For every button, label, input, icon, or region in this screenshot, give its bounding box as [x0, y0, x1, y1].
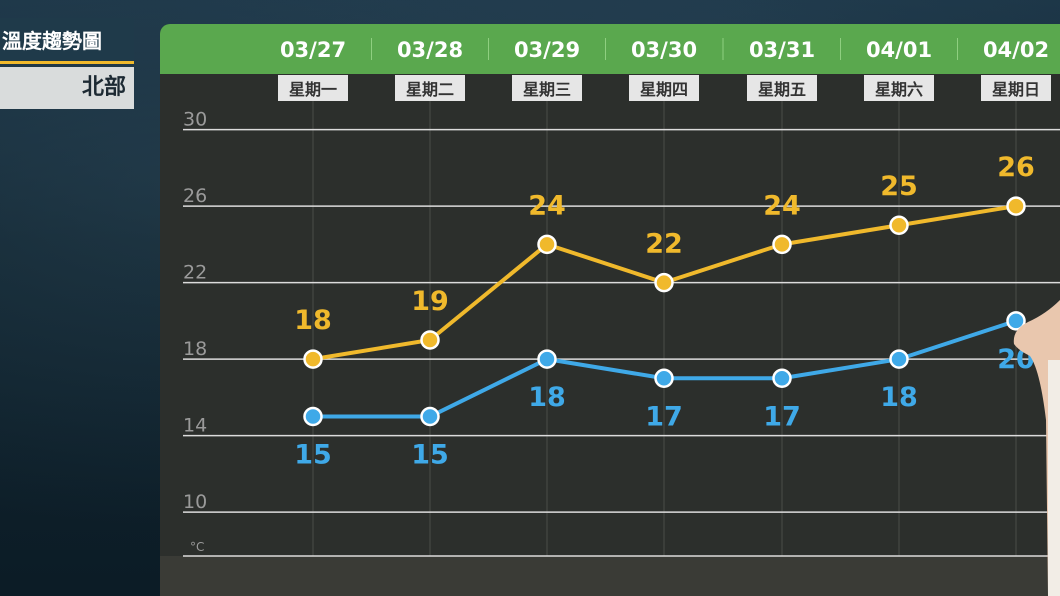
- high-data-label: 24: [763, 190, 801, 221]
- high-point: [772, 234, 792, 255]
- weekday-label: 星期六: [875, 80, 923, 99]
- high-data-label: 25: [880, 171, 918, 202]
- date-label: 03/27: [280, 38, 346, 62]
- weekday-badge: [512, 75, 582, 101]
- low-point: [772, 368, 792, 389]
- weekday-badge: [747, 75, 817, 101]
- low-point: [537, 349, 557, 369]
- weekday-badge: [629, 75, 699, 101]
- low-point: [654, 368, 674, 389]
- weekday-label: 星期二: [406, 80, 454, 99]
- date-label: 03/30: [631, 38, 697, 62]
- high-data-label: 24: [528, 190, 566, 221]
- weekday-label: 星期一: [289, 80, 337, 99]
- weekday-label: 星期三: [523, 80, 571, 99]
- chart-panel: [160, 24, 1060, 596]
- y-tick-label: 14: [183, 415, 207, 437]
- weekday-badge: [864, 75, 934, 101]
- title-box: 溫度趨勢圖 北部: [0, 18, 134, 110]
- low-data-label: 17: [763, 401, 801, 432]
- low-data-label: 15: [411, 440, 449, 471]
- high-point: [889, 215, 909, 235]
- date-header-bar: [160, 24, 1060, 74]
- y-unit-label: °C: [190, 540, 204, 554]
- high-data-label: 26: [997, 152, 1035, 183]
- y-tick-label: 10: [183, 491, 207, 513]
- low-point: [420, 406, 440, 427]
- chart-footer-band: [160, 556, 1060, 596]
- weekday-badge: [981, 75, 1051, 101]
- weekday-badge: [395, 75, 465, 101]
- high-data-label: 22: [645, 229, 683, 260]
- low-point: [303, 406, 323, 427]
- low-point: [1006, 311, 1026, 331]
- high-point: [303, 349, 323, 369]
- low-data-label: 18: [528, 382, 566, 413]
- date-label: 04/01: [866, 38, 932, 62]
- date-label: 03/28: [397, 38, 463, 62]
- low-data-label: 15: [294, 440, 332, 471]
- y-tick-label: 22: [183, 262, 207, 284]
- date-label: 04/02: [983, 38, 1049, 62]
- weekday-badge: [278, 75, 348, 101]
- date-label: 03/31: [749, 38, 815, 62]
- chart-title: 溫度趨勢圖: [0, 18, 134, 64]
- low-point: [889, 349, 909, 369]
- presenter-hand-icon: [1013, 300, 1060, 596]
- date-label: 03/29: [514, 38, 580, 62]
- high-point: [537, 234, 557, 255]
- high-data-label: 18: [294, 305, 332, 336]
- low-data-label: 17: [645, 401, 683, 432]
- high-point: [654, 272, 674, 293]
- weekday-label: 星期四: [640, 80, 688, 99]
- region-label: 北部: [0, 67, 134, 109]
- low-data-label: 18: [880, 382, 918, 413]
- high-point: [420, 330, 440, 350]
- y-tick-label: 26: [183, 185, 207, 207]
- weekday-label: 星期五: [758, 80, 806, 99]
- y-tick-label: 18: [183, 338, 207, 360]
- high-point: [1006, 196, 1026, 216]
- y-tick-label: 30: [183, 109, 207, 131]
- high-data-label: 19: [411, 286, 449, 317]
- weekday-label: 星期日: [992, 80, 1040, 99]
